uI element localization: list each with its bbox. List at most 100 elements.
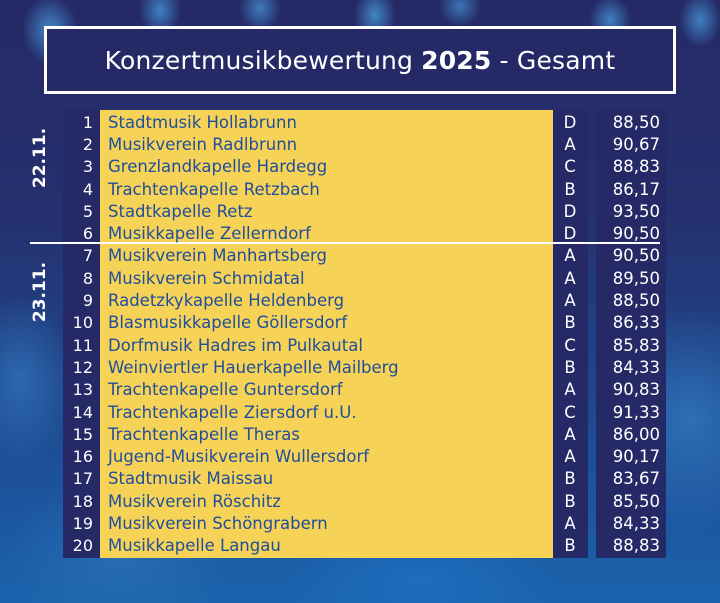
rank-column xyxy=(63,110,100,558)
score-cell: 88,83 xyxy=(612,536,660,556)
score-cell: 83,67 xyxy=(612,469,660,489)
table-row: 13 Trachtenkapelle Guntersdorf A 90,83 xyxy=(0,379,720,401)
score-cell: 90,83 xyxy=(612,380,660,400)
table-row: 11 Dorfmusik Hadres im Pulkautal C 85,83 xyxy=(0,334,720,356)
band-name-cell: Trachtenkapelle Theras xyxy=(108,424,300,444)
page-title: Konzertmusikbewertung 2025 - Gesamt xyxy=(44,26,676,94)
class-cell: C xyxy=(564,402,576,422)
results-table: 22.11. 23.11. 1 Stadtmusik Hollabrunn D 88,… xyxy=(0,110,720,558)
rank-cell: 20 xyxy=(72,536,93,556)
rank-cell: 19 xyxy=(72,514,93,534)
band-name-cell: Musikverein Röschitz xyxy=(108,491,281,511)
band-name-cell: Grenzlandkapelle Hardegg xyxy=(108,157,328,177)
table-row: 3 Grenzlandkapelle Hardegg C 88,83 xyxy=(0,156,720,178)
score-cell: 88,50 xyxy=(612,291,660,311)
score-cell: 89,50 xyxy=(612,268,660,288)
table-row: 7 Musikverein Manhartsberg A 90,50 xyxy=(0,245,720,267)
table-row: 12 Weinviertler Hauerkapelle Mailberg B 84,… xyxy=(0,356,720,378)
class-cell: B xyxy=(564,491,576,511)
day-divider xyxy=(30,242,660,244)
class-cell: A xyxy=(564,514,576,534)
band-name-cell: Trachtenkapelle Retzbach xyxy=(108,179,320,199)
table-row: 2 Musikverein Radlbrunn A 90,67 xyxy=(0,133,720,155)
score-cell: 91,33 xyxy=(612,402,660,422)
band-name-cell: Stadtmusik Hollabrunn xyxy=(108,112,297,132)
band-name-cell: Musikverein Radlbrunn xyxy=(108,134,298,154)
score-cell: 90,17 xyxy=(612,447,660,467)
band-name-cell: Blasmusikkapelle Göllersdorf xyxy=(108,313,348,333)
class-cell: D xyxy=(563,112,577,132)
table-row: 16 Jugend-Musikverein Wullersdorf A 90,17 xyxy=(0,446,720,468)
title-year: 2025 xyxy=(421,45,492,75)
band-name-cell: Musikverein Schöngrabern xyxy=(108,514,328,534)
rank-cell: 10 xyxy=(72,313,93,333)
table-row: 15 Trachtenkapelle Theras A 86,00 xyxy=(0,423,720,445)
table-row: 17 Stadtmusik Maissau B 83,67 xyxy=(0,468,720,490)
band-name-cell: Musikkapelle Zellerndorf xyxy=(108,224,311,244)
band-name-cell: Stadtkapelle Retz xyxy=(108,201,253,221)
table-row: 19 Musikverein Schöngrabern A 84,33 xyxy=(0,512,720,534)
class-cell: B xyxy=(564,313,576,333)
class-cell: C xyxy=(564,157,576,177)
rank-cell: 9 xyxy=(82,291,93,311)
class-cell: B xyxy=(564,357,576,377)
score-cell: 88,50 xyxy=(612,112,660,132)
class-cell: B xyxy=(564,536,576,556)
score-cell: 85,83 xyxy=(612,335,660,355)
rank-cell: 6 xyxy=(82,224,93,244)
rank-cell: 17 xyxy=(72,469,93,489)
rank-cell: 2 xyxy=(82,134,93,154)
table-row: 1 Stadtmusik Hollabrunn D 88,50 xyxy=(0,111,720,133)
band-name-cell: Musikverein Schmidatal xyxy=(108,268,305,288)
score-cell: 93,50 xyxy=(612,201,660,221)
band-name-cell: Radetzkykapelle Heldenberg xyxy=(108,291,345,311)
table-row: 14 Trachtenkapelle Ziersdorf u.U. C 91,33 xyxy=(0,401,720,423)
band-name-cell: Trachtenkapelle Ziersdorf u.U. xyxy=(108,402,357,422)
score-cell: 86,00 xyxy=(612,424,660,444)
rank-cell: 13 xyxy=(72,380,93,400)
table-row: 9 Radetzkykapelle Heldenberg A 88,50 xyxy=(0,289,720,311)
table-row: 18 Musikverein Röschitz B 85,50 xyxy=(0,490,720,512)
score-column xyxy=(596,110,666,558)
band-name-cell: Jugend-Musikverein Wullersdorf xyxy=(108,447,370,467)
rank-cell: 3 xyxy=(82,157,93,177)
class-cell: A xyxy=(564,268,576,288)
title-prefix: Konzertmusikbewertung xyxy=(104,45,414,75)
score-cell: 86,17 xyxy=(612,179,660,199)
table-row: 6 Musikkapelle Zellerndorf D 90,50 xyxy=(0,223,720,245)
class-cell: D xyxy=(563,201,577,221)
score-cell: 90,50 xyxy=(612,224,660,244)
table-row: 5 Stadtkapelle Retz D 93,50 xyxy=(0,200,720,222)
class-cell: A xyxy=(564,134,576,154)
score-cell: 86,33 xyxy=(612,313,660,333)
band-name-cell: Trachtenkapelle Guntersdorf xyxy=(108,380,343,400)
rank-cell: 4 xyxy=(82,179,93,199)
rank-cell: 16 xyxy=(72,447,93,467)
class-cell: B xyxy=(564,469,576,489)
band-name-cell: Musikverein Manhartsberg xyxy=(108,246,328,266)
class-cell: C xyxy=(564,335,576,355)
rank-cell: 12 xyxy=(72,357,93,377)
class-cell: B xyxy=(564,179,576,199)
band-name-cell: Musikkapelle Langau xyxy=(108,536,281,556)
rank-cell: 14 xyxy=(72,402,93,422)
score-cell: 84,33 xyxy=(612,357,660,377)
class-column xyxy=(553,110,588,558)
class-cell: A xyxy=(564,246,576,266)
rank-cell: 7 xyxy=(82,246,93,266)
class-cell: A xyxy=(564,380,576,400)
title-suffix: - Gesamt xyxy=(499,45,616,75)
class-cell: A xyxy=(564,447,576,467)
band-name-cell: Dorfmusik Hadres im Pulkautal xyxy=(108,335,363,355)
rank-cell: 1 xyxy=(82,112,93,132)
rank-cell: 8 xyxy=(82,268,93,288)
rank-cell: 18 xyxy=(72,491,93,511)
rank-cell: 5 xyxy=(82,201,93,221)
table-row: 20 Musikkapelle Langau B 88,83 xyxy=(0,535,720,557)
rank-cell: 15 xyxy=(72,424,93,444)
band-name-cell: Stadtmusik Maissau xyxy=(108,469,274,489)
class-cell: D xyxy=(563,224,577,244)
table-row: 4 Trachtenkapelle Retzbach B 86,17 xyxy=(0,178,720,200)
class-cell: A xyxy=(564,424,576,444)
table-row: 10 Blasmusikkapelle Göllersdorf B 86,33 xyxy=(0,312,720,334)
